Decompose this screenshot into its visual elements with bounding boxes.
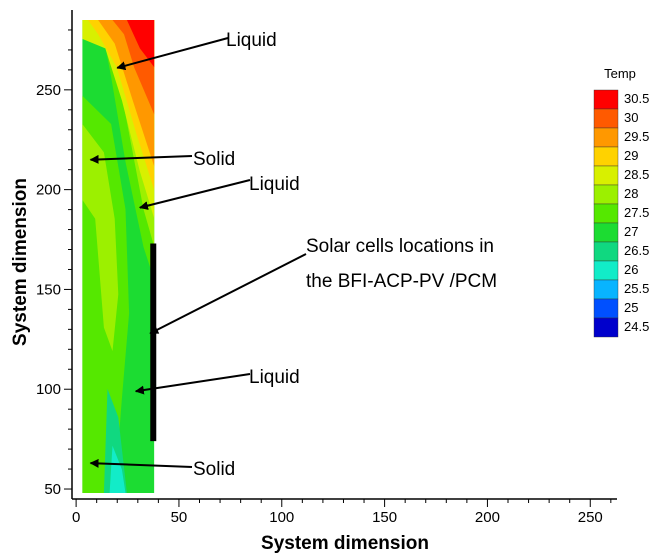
y-tick-label: 100 bbox=[36, 381, 61, 398]
legend: Temp 30.5 30 29.5 29 28.5 28 27.5 27 26.5 26 25.5 25… bbox=[593, 66, 649, 338]
annotation-arrow bbox=[89, 154, 193, 164]
x-axis-title: System dimension bbox=[261, 533, 429, 554]
x-tick-label: 0 bbox=[72, 509, 80, 526]
legend-level-label: 30 bbox=[624, 110, 638, 125]
annotation-label: Solid bbox=[193, 149, 235, 170]
y-tick-label: 150 bbox=[36, 281, 61, 298]
annotation-label: Solar cells locations in bbox=[306, 236, 494, 257]
annotation-label: the BFI-ACP-PV /PCM bbox=[306, 271, 497, 292]
annotation-arrow bbox=[149, 253, 307, 335]
annotation-arrow bbox=[138, 179, 251, 210]
annotation-label: Liquid bbox=[249, 367, 300, 388]
legend-level-label: 28 bbox=[624, 186, 638, 201]
legend-swatch bbox=[593, 165, 619, 186]
legend-level-label: 30.5 bbox=[624, 91, 649, 106]
contour-band bbox=[82, 124, 119, 352]
x-tick-label: 200 bbox=[475, 509, 500, 526]
legend-level-label: 27.5 bbox=[624, 205, 649, 220]
legend-swatch bbox=[593, 127, 619, 148]
annotation-label: Liquid bbox=[226, 30, 277, 51]
legend-title: Temp bbox=[604, 66, 636, 81]
x-tick-label: 150 bbox=[372, 509, 397, 526]
contour-band bbox=[103, 388, 127, 493]
legend-level-label: 24.5 bbox=[624, 319, 649, 334]
legend-swatch bbox=[593, 260, 619, 281]
legend-level-label: 26 bbox=[624, 262, 638, 277]
legend-swatch bbox=[593, 279, 619, 300]
x-tick-label: 250 bbox=[578, 509, 603, 526]
annotation-label: Solid bbox=[193, 459, 235, 480]
legend-swatch bbox=[593, 108, 619, 129]
annotations: Liquid Solid Liquid Solar cells locations i… bbox=[89, 30, 497, 480]
legend-swatch bbox=[593, 184, 619, 205]
legend-level-label: 26.5 bbox=[624, 243, 649, 258]
x-tick-label: 100 bbox=[269, 509, 294, 526]
annotation-arrow bbox=[134, 373, 251, 395]
legend-swatch bbox=[593, 222, 619, 243]
y-tick-label: 200 bbox=[36, 182, 61, 199]
legend-level-label: 29 bbox=[624, 148, 638, 163]
annotation-label: Liquid bbox=[249, 174, 300, 195]
legend-level-label: 27 bbox=[624, 224, 638, 239]
legend-level-label: 25.5 bbox=[624, 281, 649, 296]
contour-field bbox=[82, 19, 157, 494]
annotation-arrow bbox=[89, 458, 193, 468]
legend-swatch bbox=[593, 89, 619, 110]
legend-swatch bbox=[593, 203, 619, 224]
legend-swatch bbox=[593, 241, 619, 262]
x-tick-label: 50 bbox=[171, 509, 188, 526]
annotation-arrow bbox=[116, 37, 229, 71]
y-axis-title: System dimension bbox=[10, 178, 31, 346]
legend-swatch bbox=[593, 317, 619, 338]
legend-level-label: 29.5 bbox=[624, 129, 649, 144]
y-tick-label: 50 bbox=[44, 481, 61, 498]
legend-level-label: 25 bbox=[624, 300, 638, 315]
legend-swatch bbox=[593, 298, 619, 319]
legend-swatch bbox=[593, 146, 619, 167]
axes: 0 50 100 150 200 250 50 100 150 200 250 bbox=[36, 10, 617, 526]
legend-level-label: 28.5 bbox=[624, 167, 649, 182]
contour-band bbox=[126, 20, 155, 68]
y-tick-label: 250 bbox=[36, 82, 61, 99]
contour-band bbox=[109, 445, 126, 493]
